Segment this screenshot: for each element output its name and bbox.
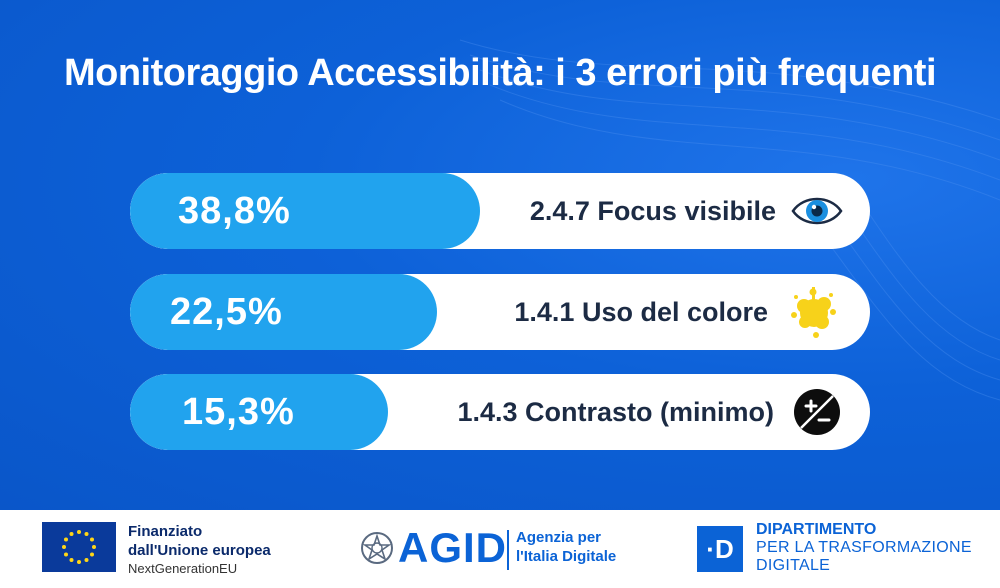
percent-value: 22,5% xyxy=(170,291,283,333)
dipartimento-text: DIPARTIMENTO PER LA TRASFORMAZIONE DIGIT… xyxy=(756,520,972,575)
percent-value: 15,3% xyxy=(182,391,295,433)
eu-flag-icon xyxy=(42,522,116,572)
error-row-contrasto: 15,3% 1.4.3 Contrasto (minimo) xyxy=(130,374,870,450)
percent-value: 38,8% xyxy=(178,190,291,232)
eu-funding-text: Finanziato dall'Unione europea NextGener… xyxy=(128,522,271,578)
dip-line-1: DIPARTIMENTO xyxy=(756,521,877,538)
agid-line-1: Agenzia per xyxy=(516,529,602,546)
agid-subtitle: Agenzia per l'Italia Digitale xyxy=(516,528,616,566)
agid-line-2: l'Italia Digitale xyxy=(516,548,617,565)
wave-pattern xyxy=(459,39,1000,401)
agid-logo: AGID xyxy=(398,524,507,571)
eu-line-2: dall'Unione europea xyxy=(128,542,271,559)
agid-divider xyxy=(507,530,509,570)
percent-bar xyxy=(130,274,437,350)
hero-banner: Monitoraggio Accessibilità: i 3 errori p… xyxy=(0,0,1000,510)
contrast-icon xyxy=(794,389,840,435)
dip-line-2: PER LA TRASFORMAZIONE xyxy=(756,539,972,556)
eu-line-1: Finanziato xyxy=(128,523,203,540)
error-label: 1.4.1 Uso del colore xyxy=(514,297,768,327)
dipartimento-logo: ·D xyxy=(697,526,743,572)
eu-line-3: NextGenerationEU xyxy=(128,561,238,576)
percent-bar xyxy=(130,374,388,450)
footer-logos: Finanziato dall'Unione europea NextGener… xyxy=(0,510,1000,588)
error-label: 1.4.3 Contrasto (minimo) xyxy=(457,397,774,427)
percent-bar xyxy=(130,173,480,249)
error-row-colore: 22,5% 1.4.1 Uso del colore xyxy=(130,274,870,350)
page-title: Monitoraggio Accessibilità: i 3 errori p… xyxy=(63,52,937,94)
error-label: 2.4.7 Focus visibile xyxy=(529,196,776,226)
dip-line-3: DIGITALE xyxy=(756,557,831,574)
italian-emblem-icon xyxy=(361,532,393,564)
paint-splash-icon xyxy=(791,287,836,338)
error-row-focus: 38,8% 2.4.7 Focus visibile xyxy=(130,173,870,249)
eye-icon xyxy=(791,197,843,225)
